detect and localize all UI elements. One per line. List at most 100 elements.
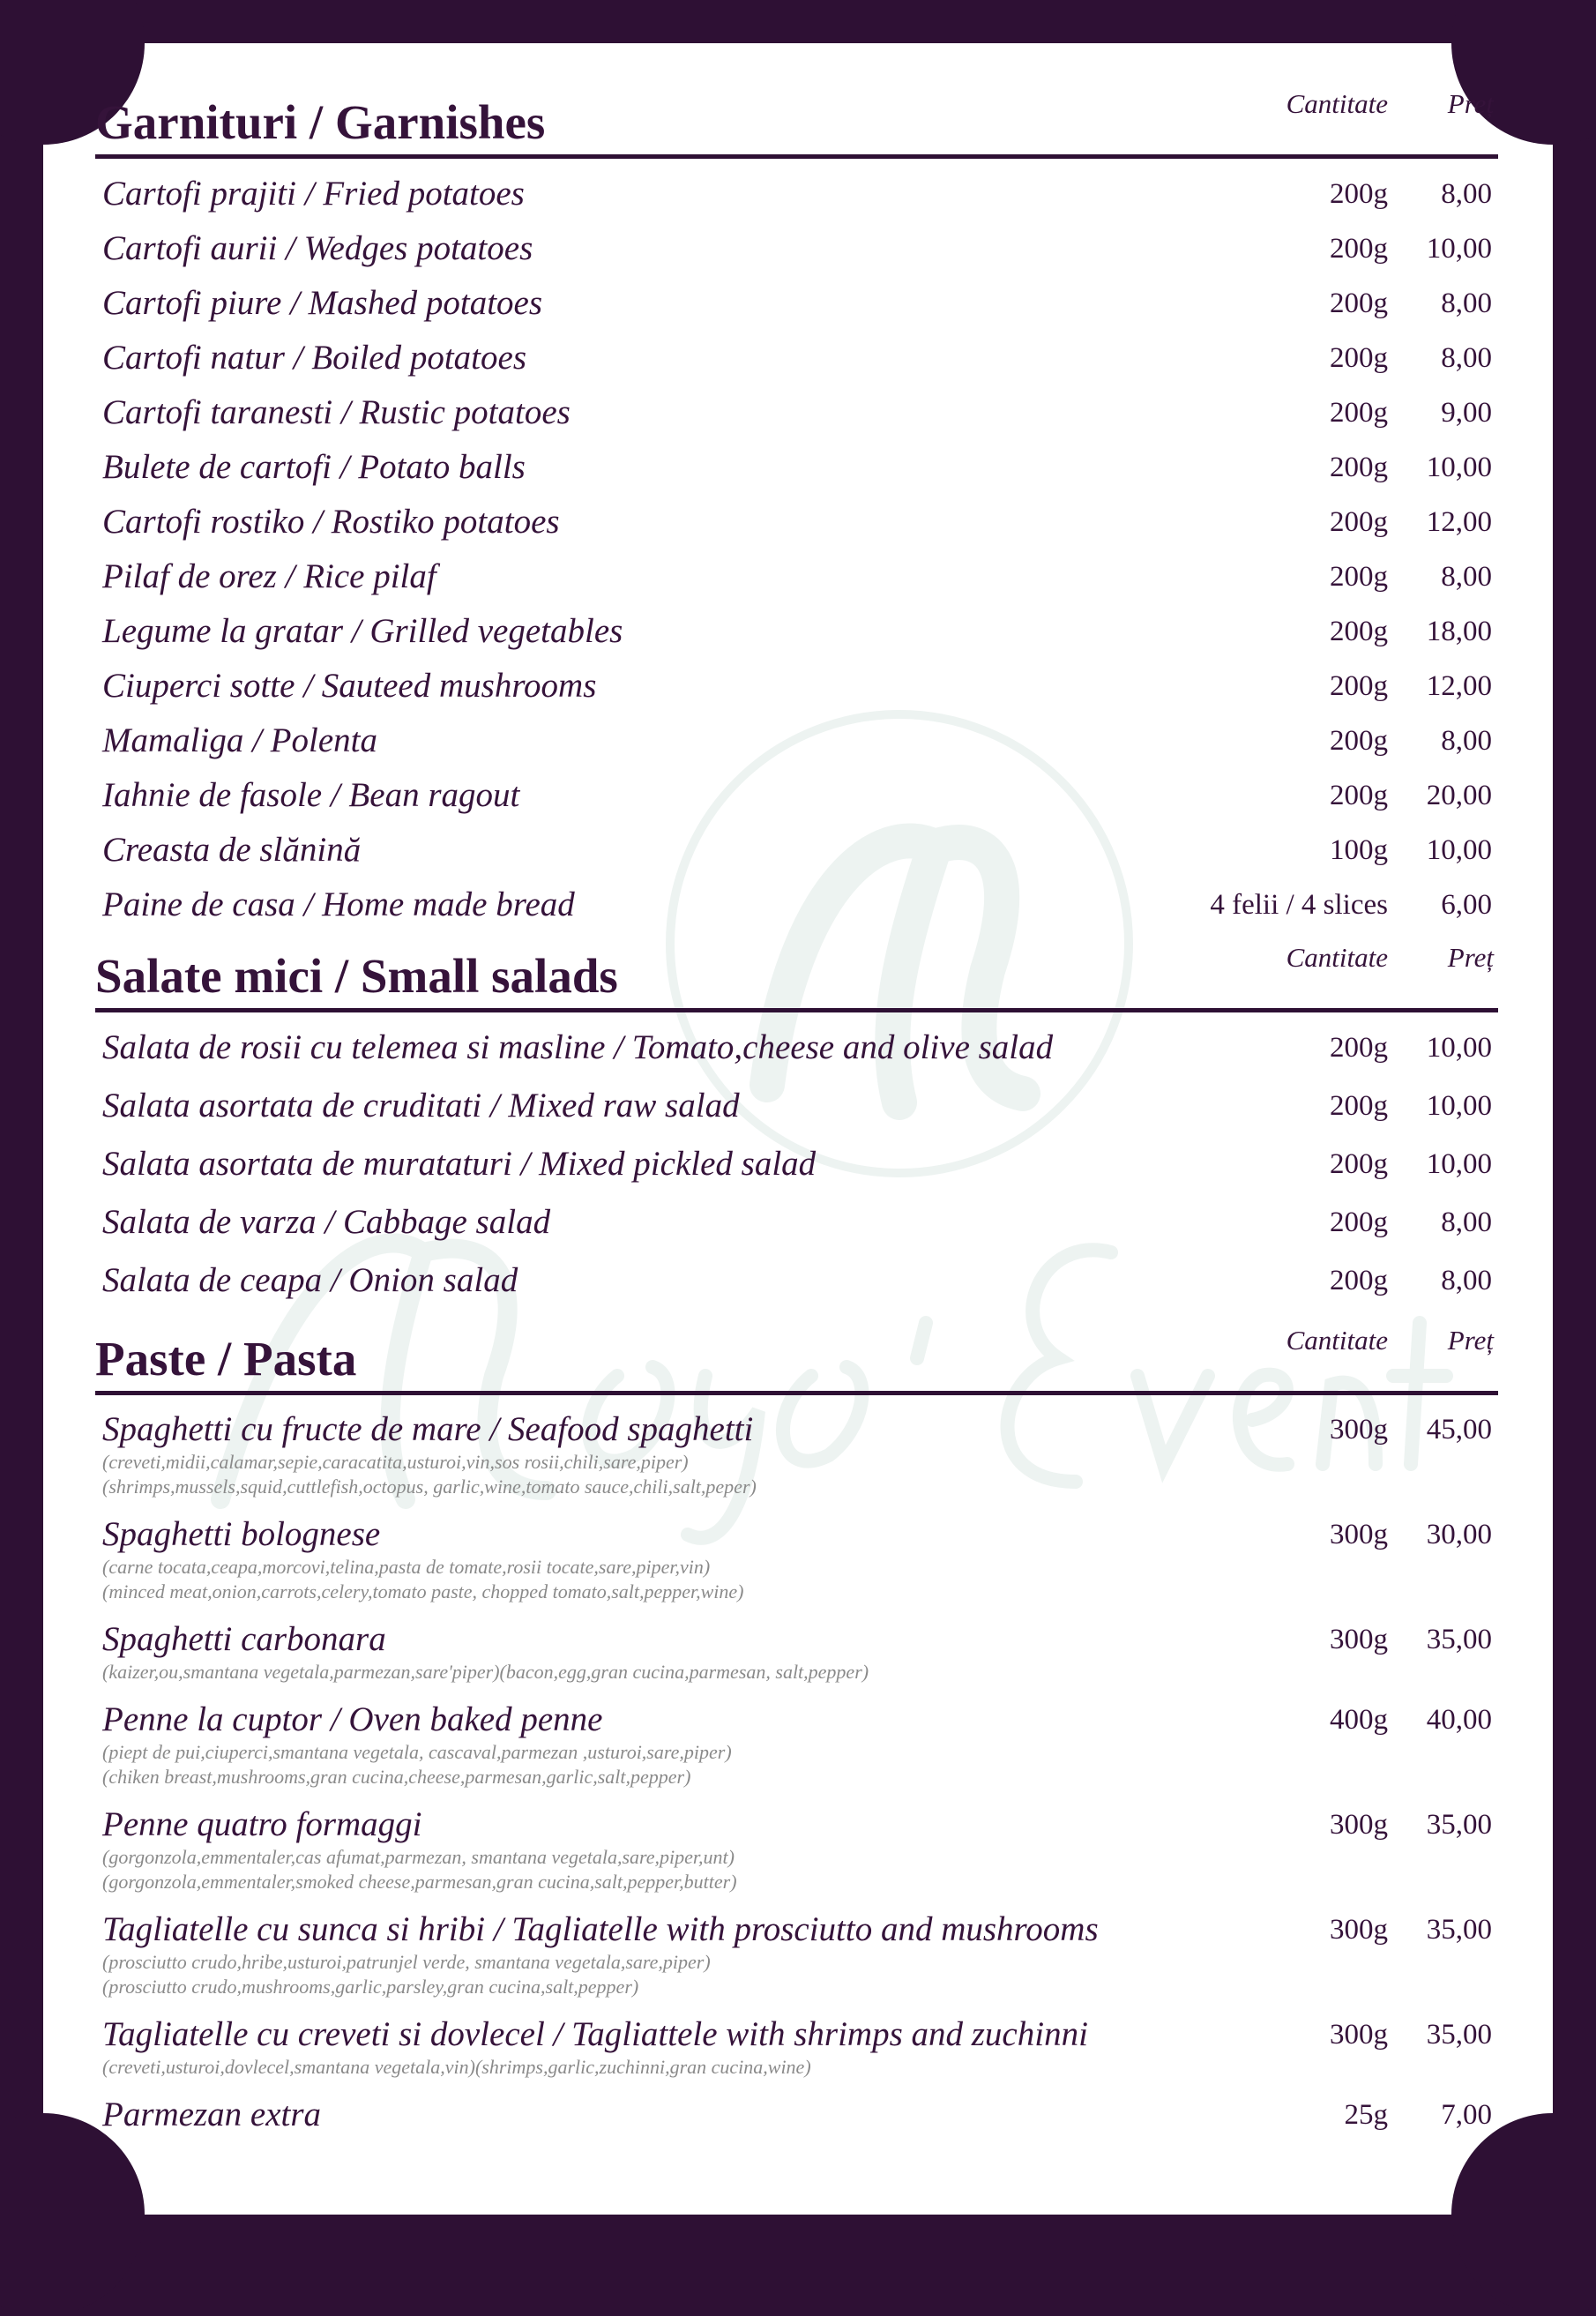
section-title: Paste / Pasta [95, 1332, 357, 1386]
item-price: 12,00 [1426, 506, 1492, 538]
item-ingredients: (gorgonzola,emmentaler,cas afumat,parmez… [102, 1846, 735, 1868]
item-name: Salata de rosii cu telemea si masline / … [102, 1028, 1054, 1066]
item-ingredients: (creveti,midii,calamar,sepie,caracatita,… [102, 1451, 689, 1473]
item-quantity: 200g [1330, 452, 1388, 483]
price-column-header: Preț [1447, 88, 1494, 119]
item-title-row: Parmezan extra 25g 7,00 [95, 2095, 1498, 2135]
menu-item: Cartofi aurii / Wedges potatoes 200g 10,00 [95, 221, 1498, 276]
item-name: Salata asortata de cruditati / Mixed raw… [102, 1087, 740, 1124]
menu-item: Creasta de slănină 100g 10,00 [95, 823, 1498, 878]
item-price: 6,00 [1441, 889, 1492, 921]
item-ingredients: (shrimps,mussels,squid,cuttlefish,octopu… [102, 1476, 757, 1498]
item-quantity: 4 felii / 4 slices [1210, 889, 1388, 921]
menu-item: Spaghetti carbonara 300g 35,00 (kaizer,ou,… [95, 1619, 1498, 1685]
item-title-row: Tagliatelle cu sunca si hribi / Tagliate… [95, 1909, 1498, 1950]
menu-item: Cartofi natur / Boiled potatoes 200g 8,00 [95, 331, 1498, 385]
item-name: Pilaf de orez / Rice pilaf [102, 557, 436, 595]
section-header: Garnituri / Garnishes Cantitate Preț [95, 84, 1498, 159]
item-name: Cartofi piure / Mashed potatoes [102, 284, 543, 322]
item-quantity: 200g [1330, 616, 1388, 647]
item-quantity: 200g [1330, 780, 1388, 811]
item-price: 10,00 [1426, 1148, 1492, 1180]
item-name: Iahnie de fasole / Bean ragout [102, 776, 520, 814]
menu-item: Penne la cuptor / Oven baked penne 400g 40… [95, 1700, 1498, 1789]
item-quantity: 200g [1330, 1148, 1388, 1180]
menu-item: Cartofi prajiti / Fried potatoes 200g 8,00 [95, 167, 1498, 221]
item-price: 8,00 [1441, 178, 1492, 210]
item-name: Cartofi natur / Boiled potatoes [102, 339, 527, 377]
menu-item: Pilaf de orez / Rice pilaf 200g 8,00 [95, 549, 1498, 604]
menu-item: Paine de casa / Home made bread 4 felii /… [95, 878, 1498, 932]
item-price: 40,00 [1426, 1704, 1492, 1736]
item-price: 10,00 [1426, 834, 1492, 866]
item-price: 8,00 [1441, 561, 1492, 593]
item-price: 10,00 [1426, 1090, 1492, 1122]
item-price: 12,00 [1426, 670, 1492, 702]
item-name: Salata de ceapa / Onion salad [102, 1261, 518, 1299]
section-header: Paste / Pasta Cantitate Preț [95, 1320, 1498, 1395]
item-ingredients: (creveti,usturoi,dovlecel,smantana veget… [102, 2056, 811, 2078]
item-price: 35,00 [1426, 1914, 1492, 1946]
menu-item: Salata de ceapa / Onion salad 200g 8,00 [95, 1251, 1498, 1310]
item-name: Tagliatelle cu creveti si dovlecel / Tag… [102, 2015, 1088, 2053]
menu-item: Salata de varza / Cabbage salad 200g 8,00 [95, 1193, 1498, 1251]
item-quantity: 200g [1330, 178, 1388, 210]
item-price: 8,00 [1441, 1207, 1492, 1238]
menu-item: Spaghetti cu fructe de mare / Seafood sp… [95, 1409, 1498, 1499]
item-quantity: 200g [1330, 725, 1388, 757]
section-pasta: Paste / Pasta Cantitate Preț Spaghetti c… [95, 1320, 1498, 2135]
item-quantity: 300g [1330, 1624, 1388, 1655]
item-ingredients: (piept de pui,ciuperci,smantana vegetala… [102, 1741, 732, 1763]
menu-item: Iahnie de fasole / Bean ragout 200g 20,00 [95, 768, 1498, 823]
item-quantity: 200g [1330, 670, 1388, 702]
item-quantity: 200g [1330, 1090, 1388, 1122]
quantity-column-header: Cantitate [1286, 1325, 1388, 1356]
item-name: Tagliatelle cu sunca si hribi / Tagliate… [102, 1910, 1099, 1948]
menu-item: Penne quatro formaggi 300g 35,00 (gorgonzol… [95, 1804, 1498, 1894]
item-name: Salata de varza / Cabbage salad [102, 1203, 551, 1241]
item-quantity: 200g [1330, 397, 1388, 429]
item-name: Cartofi rostiko / Rostiko potatoes [102, 503, 560, 541]
item-quantity: 300g [1330, 1519, 1388, 1550]
item-ingredients: (gorgonzola,emmentaler,smoked cheese,par… [102, 1871, 737, 1893]
item-price: 45,00 [1426, 1414, 1492, 1446]
item-ingredients: (kaizer,ou,smantana vegetala,parmezan,sa… [102, 1661, 869, 1683]
price-column-header: Preț [1447, 1325, 1494, 1356]
menu-item: Salata de rosii cu telemea si masline / … [95, 1019, 1498, 1077]
item-title-row: Penne la cuptor / Oven baked penne 400g 40… [95, 1700, 1498, 1740]
item-quantity: 200g [1330, 1207, 1388, 1238]
menu-content: Garnituri / Garnishes Cantitate Preț Car… [95, 84, 1498, 2150]
item-name: Spaghetti carbonara [102, 1620, 386, 1658]
item-title-row: Spaghetti carbonara 300g 35,00 [95, 1619, 1498, 1660]
item-price: 10,00 [1426, 452, 1492, 483]
menu-item: Tagliatelle cu creveti si dovlecel / Tag… [95, 2014, 1498, 2080]
item-quantity: 200g [1330, 561, 1388, 593]
item-price: 8,00 [1441, 288, 1492, 319]
section-title: Garnituri / Garnishes [95, 95, 546, 149]
menu-item: Bulete de cartofi / Potato balls 200g 10,0… [95, 440, 1498, 495]
item-title-row: Tagliatelle cu creveti si dovlecel / Tag… [95, 2014, 1498, 2055]
item-name: Cartofi prajiti / Fried potatoes [102, 175, 525, 213]
menu-item: Cartofi piure / Mashed potatoes 200g 8,00 [95, 276, 1498, 331]
section-header: Salate mici / Small salads Cantitate Pre… [95, 938, 1498, 1012]
price-column-header: Preț [1447, 942, 1494, 973]
item-quantity: 200g [1330, 342, 1388, 374]
item-ingredients: (minced meat,onion,carrots,celery,tomato… [102, 1580, 744, 1603]
section-small-salads: Salate mici / Small salads Cantitate Pre… [95, 938, 1498, 1310]
item-ingredients: (chiken breast,mushrooms,gran cucina,che… [102, 1766, 691, 1788]
item-price: 7,00 [1441, 2099, 1492, 2131]
garnish-list: Cartofi prajiti / Fried potatoes 200g 8,00… [95, 167, 1498, 932]
item-price: 35,00 [1426, 1809, 1492, 1841]
menu-item: Cartofi taranesti / Rustic potatoes 200g 9… [95, 385, 1498, 440]
menu-item: Cartofi rostiko / Rostiko potatoes 200g 12… [95, 495, 1498, 549]
item-price: 35,00 [1426, 2019, 1492, 2051]
item-name: Mamaliga / Polenta [102, 721, 377, 759]
item-name: Cartofi taranesti / Rustic potatoes [102, 393, 571, 431]
item-ingredients: (prosciutto crudo,hribe,usturoi,patrunje… [102, 1951, 711, 1973]
section-title: Salate mici / Small salads [95, 949, 618, 1003]
pasta-list: Spaghetti cu fructe de mare / Seafood sp… [95, 1409, 1498, 2135]
item-quantity: 25g [1344, 2099, 1389, 2131]
menu-item: Legume la gratar / Grilled vegetables 200… [95, 604, 1498, 659]
item-ingredients: (prosciutto crudo,mushrooms,garlic,parsl… [102, 1976, 639, 1998]
item-quantity: 300g [1330, 2019, 1388, 2051]
